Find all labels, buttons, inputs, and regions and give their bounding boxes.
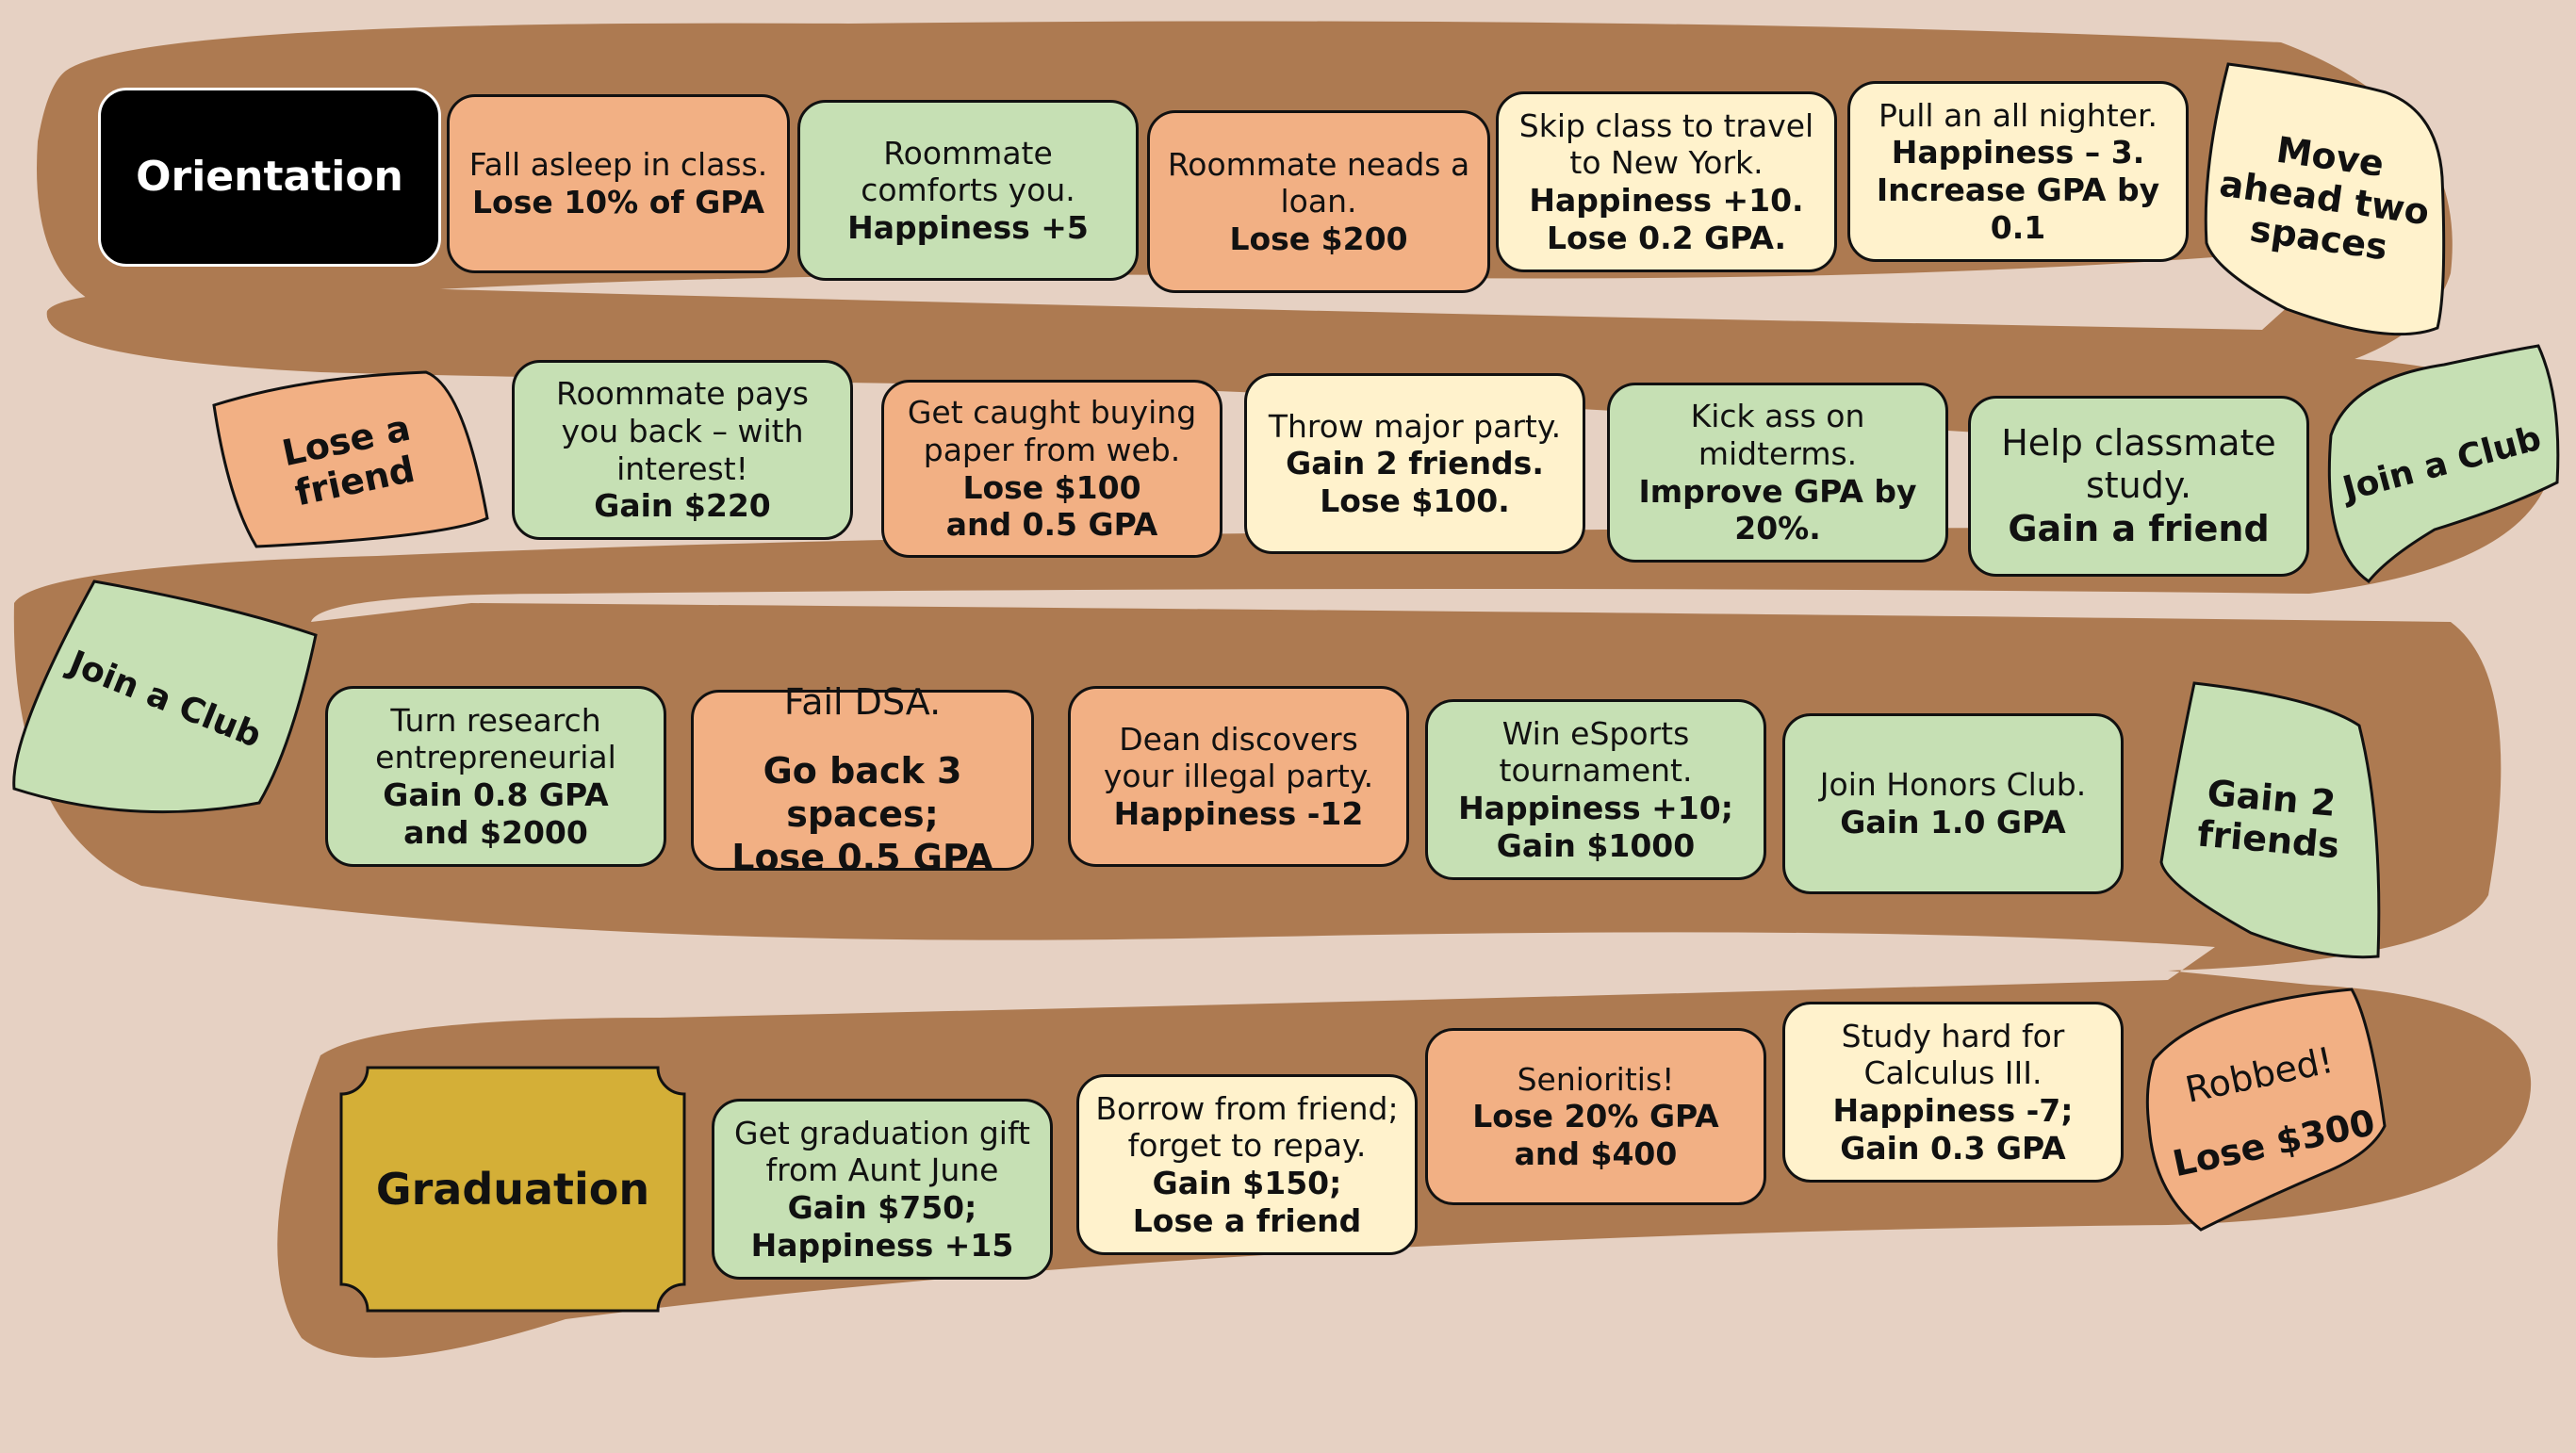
space-throw-party[interactable]: Throw major party. Gain 2 friends. Lose … xyxy=(1244,373,1585,554)
space-effect-2: Gain 0.3 GPA xyxy=(1840,1129,2066,1167)
space-effect-2: and $400 xyxy=(1514,1135,1678,1172)
space-text: Throw major party. xyxy=(1268,407,1562,445)
space-roommate-loan[interactable]: Roommate neads a loan. Lose $200 xyxy=(1147,110,1490,293)
space-robbed[interactable]: Robbed! Lose $300 xyxy=(2144,985,2389,1234)
space-effect: Lose $200 xyxy=(1229,220,1408,257)
space-text: Fall asleep in class. xyxy=(468,146,768,184)
space-skip-class[interactable]: Skip class to travel to New York. Happin… xyxy=(1496,91,1837,272)
ticket-shape xyxy=(339,1066,686,1313)
space-text: Dean discovers your illegal party. xyxy=(1103,720,1374,795)
space-effect: Gain $750; xyxy=(787,1189,977,1226)
space-lose-friend[interactable]: Lose a friend xyxy=(209,367,492,556)
space-text: Skip class to travel to New York. xyxy=(1518,106,1814,182)
space-effect: Gain $150; xyxy=(1152,1165,1342,1201)
space-effect-2: Increase GPA by 0.1 xyxy=(1876,171,2160,246)
finish-space-graduation[interactable]: Graduation xyxy=(339,1066,686,1313)
space-text: Turn research entrepreneurial xyxy=(375,701,616,776)
blob-label: Gain 2 friends xyxy=(2195,772,2341,867)
space-research[interactable]: Turn research entrepreneurial Gain 0.8 G… xyxy=(325,686,666,867)
space-effect: Gain 1.0 GPA xyxy=(1840,804,2066,841)
space-calculus[interactable]: Study hard for Calculus III. Happiness -… xyxy=(1782,1002,2124,1183)
space-text: Pull an all nighter. xyxy=(1879,96,2158,134)
space-grad-gift[interactable]: Get graduation gift from Aunt June Gain … xyxy=(712,1099,1053,1280)
space-text: Borrow from friend; forget to repay. xyxy=(1095,1089,1399,1165)
space-effect: Go back 3 spaces; xyxy=(763,750,962,835)
blob-shape xyxy=(212,370,489,548)
space-text: Roommate neads a loan. xyxy=(1167,145,1470,220)
blob-shape xyxy=(2159,681,2381,959)
space-text: Senioritis! xyxy=(1517,1060,1675,1098)
finish-label: Graduation xyxy=(375,1163,650,1215)
space-effect: Happiness +10; xyxy=(1458,790,1733,826)
space-senioritis[interactable]: Senioritis! Lose 20% GPA and $400 xyxy=(1425,1028,1766,1205)
space-effect-2: Happiness +15 xyxy=(750,1226,1014,1264)
space-effect: Lose 20% GPA xyxy=(1472,1098,1719,1135)
space-effect: Happiness – 3. xyxy=(1891,134,2145,171)
space-text: Join Honors Club. xyxy=(1819,766,2087,804)
space-gain-two-friends[interactable]: Gain 2 friends xyxy=(2157,678,2383,961)
space-effect: Gain 2 friends. xyxy=(1286,445,1544,482)
space-fail-dsa[interactable]: Fail DSA. Go back 3 spaces; Lose 0.5 GPA xyxy=(691,681,1034,878)
space-effect: Happiness -12 xyxy=(1113,794,1364,832)
space-text: Study hard for Calculus III. xyxy=(1841,1017,2065,1092)
space-effect: Gain a friend xyxy=(2008,507,2270,549)
space-effect-2: Lose 0.2 GPA. xyxy=(1546,219,1787,256)
space-help-classmate[interactable]: Help classmate study. Gain a friend xyxy=(1968,396,2309,577)
space-effect: Lose $100 xyxy=(962,468,1141,506)
space-midterms[interactable]: Kick ass on midterms. Improve GPA by 20%… xyxy=(1607,383,1948,563)
space-effect: Happiness +10. xyxy=(1529,182,1804,219)
space-text: Roommate comforts you. xyxy=(861,134,1075,209)
space-effect-2: Lose 0.5 GPA xyxy=(731,836,993,878)
space-text: Fail DSA. xyxy=(783,680,942,723)
space-caught-buying[interactable]: Get caught buying paper from web. Lose $… xyxy=(881,380,1222,558)
space-text: Win eSports tournament. xyxy=(1499,714,1693,790)
space-text: Get caught buying paper from web. xyxy=(907,394,1197,468)
start-space-orientation[interactable]: Orientation xyxy=(98,88,441,267)
space-roommate-comforts[interactable]: Roommate comforts you. Happiness +5 xyxy=(797,100,1139,281)
space-effect-2: and $2000 xyxy=(403,813,588,851)
space-all-nighter[interactable]: Pull an all nighter. Happiness – 3. Incr… xyxy=(1847,81,2189,262)
space-effect-2: and 0.5 GPA xyxy=(945,506,1158,544)
space-effect-2: Gain $1000 xyxy=(1496,826,1696,864)
space-effect-2: Lose $100. xyxy=(1320,482,1510,519)
space-effect: Happiness +5 xyxy=(847,208,1089,246)
space-effect: Gain $220 xyxy=(594,487,771,525)
space-text: Help classmate study. xyxy=(2001,421,2276,507)
space-effect-2: Lose a friend xyxy=(1132,1201,1362,1239)
space-text: Roommate pays you back – with interest! xyxy=(556,375,809,487)
space-text: Kick ass on midterms. xyxy=(1690,398,1865,472)
start-label: Orientation xyxy=(136,152,403,201)
space-effect: Improve GPA by 20%. xyxy=(1638,472,1917,547)
space-esports[interactable]: Win eSports tournament. Happiness +10; G… xyxy=(1425,699,1766,880)
blob-shape xyxy=(12,580,318,814)
space-fall-asleep[interactable]: Fall asleep in class. Lose 10% of GPA xyxy=(447,94,790,273)
space-move-ahead[interactable]: Move ahead two spaces xyxy=(2202,55,2447,342)
space-borrow[interactable]: Borrow from friend; forget to repay. Gai… xyxy=(1076,1074,1418,1255)
space-roommate-pays[interactable]: Roommate pays you back – with interest! … xyxy=(512,360,853,540)
space-honors[interactable]: Join Honors Club. Gain 1.0 GPA xyxy=(1782,713,2124,894)
blob-shape xyxy=(2145,988,2387,1232)
space-effect: Happiness -7; xyxy=(1832,1092,2074,1129)
blob-shape xyxy=(2327,344,2560,584)
space-text: Get graduation gift from Aunt June xyxy=(734,1114,1030,1189)
blob-shape xyxy=(2204,62,2446,336)
space-effect: Lose 10% of GPA xyxy=(472,184,764,220)
space-join-club-right[interactable]: Join a Club xyxy=(2322,341,2562,588)
space-join-club-left[interactable]: Join a Club xyxy=(9,577,320,824)
space-dean[interactable]: Dean discovers your illegal party. Happi… xyxy=(1068,686,1409,867)
space-effect: Gain 0.8 GPA xyxy=(383,776,609,813)
